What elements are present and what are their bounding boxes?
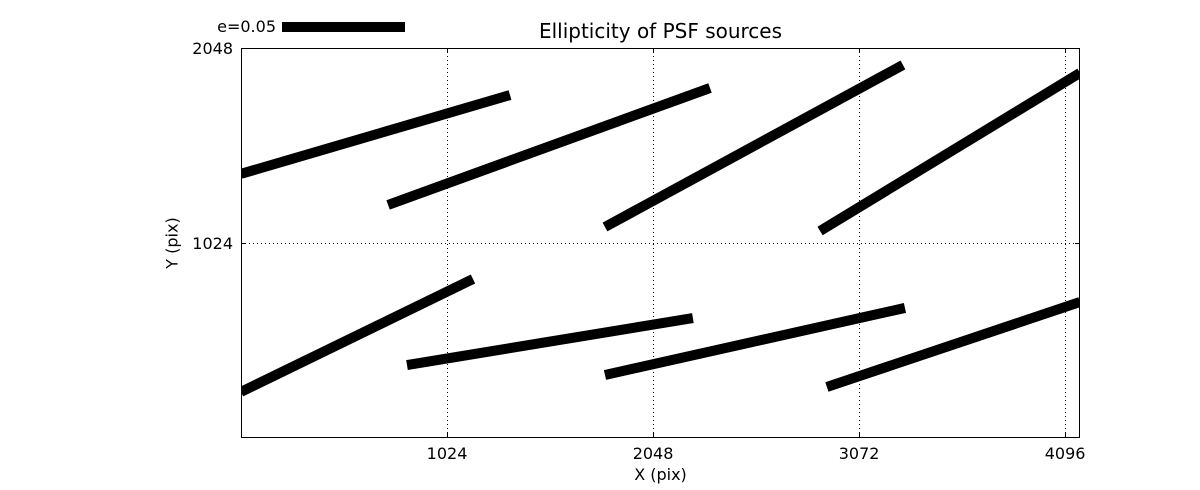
legend-label: e=0.05	[217, 17, 276, 36]
y-tick-label-2048: 2048	[192, 38, 233, 58]
x-tick-label-2048: 2048	[632, 444, 674, 463]
x-axis-label: X (pix)	[634, 465, 687, 484]
whisker-segment-5	[241, 274, 476, 397]
whisker-segment-7	[603, 303, 907, 380]
chart-title: Ellipticity of PSF sources	[538, 19, 783, 43]
x-tick-label-4096: 4096	[1044, 444, 1086, 463]
legend-key-bar	[282, 22, 405, 32]
x-tick-label-3072: 3072	[838, 444, 880, 463]
whisker-segment-8	[825, 297, 1080, 392]
whisker-segment-3	[602, 60, 906, 232]
whisker-segment-2	[386, 83, 712, 210]
x-tick-label-1024: 1024	[426, 444, 468, 463]
whisker-segment-4	[817, 68, 1080, 236]
tick-marks	[241, 48, 1080, 438]
whisker-segment-1	[241, 90, 512, 179]
y-tick-label-1024: 1024	[192, 233, 233, 253]
whisker-group	[241, 60, 1080, 397]
whisker-segment-6	[406, 313, 694, 370]
